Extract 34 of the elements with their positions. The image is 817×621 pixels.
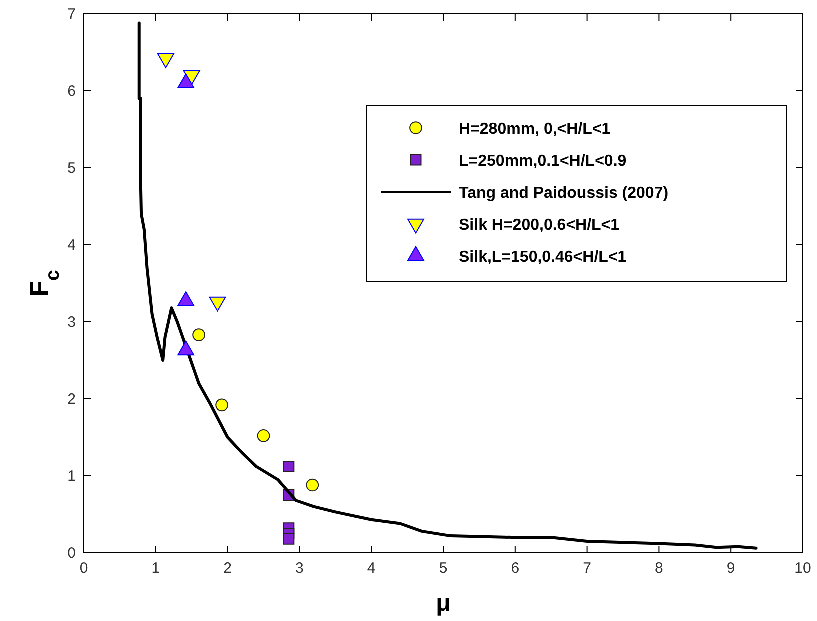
legend-label: L=250mm,0.1<H/L<0.9 bbox=[459, 153, 627, 170]
legend-label: Silk,L=150,0.46<H/L<1 bbox=[459, 249, 627, 266]
legend-label: Silk H=200,0.6<H/L<1 bbox=[459, 217, 620, 234]
x-tick-label: 9 bbox=[726, 560, 736, 577]
x-tick-label: 1 bbox=[152, 560, 160, 577]
x-tick-label: 6 bbox=[511, 560, 520, 577]
point bbox=[257, 430, 270, 442]
legend-label: Tang and Paidoussis (2007) bbox=[459, 185, 669, 202]
y-tick-label: 4 bbox=[68, 237, 76, 254]
y-tick-label: 2 bbox=[68, 391, 76, 408]
point bbox=[157, 54, 174, 68]
point bbox=[306, 478, 320, 492]
x-tick-label: 0 bbox=[80, 560, 88, 577]
point bbox=[283, 461, 295, 473]
x-tick-label: 10 bbox=[794, 560, 812, 577]
x-tick-label: 7 bbox=[583, 560, 592, 577]
y-tick-label: 6 bbox=[68, 83, 76, 100]
legend-label: H=280mm, 0,<H/L<1 bbox=[459, 121, 611, 138]
x-axis-title: μ bbox=[436, 590, 451, 617]
point bbox=[283, 533, 295, 545]
x-tick-label: 8 bbox=[655, 560, 664, 577]
y-tick-label: 5 bbox=[68, 160, 76, 177]
x-tick-label: 5 bbox=[439, 560, 448, 577]
y-tick-label: 0 bbox=[68, 545, 76, 562]
point bbox=[216, 398, 228, 412]
y-tick-label: 7 bbox=[68, 6, 76, 23]
x-tick-label: 2 bbox=[224, 560, 232, 577]
point bbox=[192, 328, 206, 342]
point bbox=[209, 296, 226, 312]
x-tick-label: 4 bbox=[367, 560, 376, 577]
x-tick-label: 3 bbox=[296, 560, 304, 577]
y-tick-label: 3 bbox=[68, 314, 76, 331]
y-tick-label: 1 bbox=[68, 468, 76, 485]
line-series bbox=[138, 22, 758, 550]
